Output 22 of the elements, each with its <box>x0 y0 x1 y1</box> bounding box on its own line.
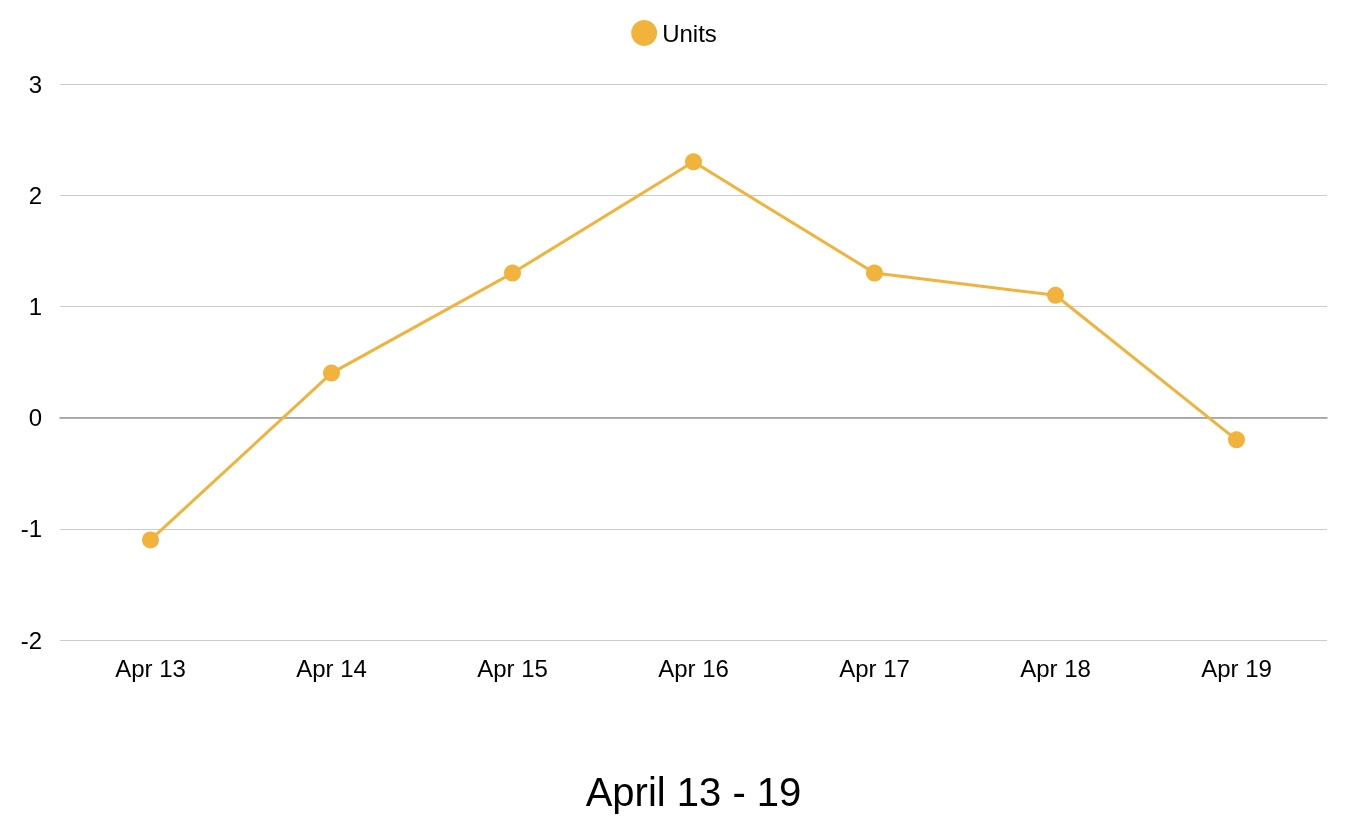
point <box>866 264 883 282</box>
y-tick-label: 1 <box>28 292 42 320</box>
x-tick-label: Apr 16 <box>658 654 729 682</box>
y-tick-label: 0 <box>28 404 42 432</box>
x-axis-title: April 13 - 19 <box>585 770 802 814</box>
y-tick-label: -1 <box>20 515 42 543</box>
x-tick-label: Apr 13 <box>115 654 186 682</box>
x-tick-label: Apr 17 <box>839 654 910 682</box>
y-tick-label: -2 <box>20 626 42 654</box>
y-tick-label: 2 <box>28 181 42 209</box>
point <box>142 531 159 549</box>
legend-label: Units <box>662 19 717 47</box>
point <box>1047 286 1064 304</box>
x-tick-label: Apr 14 <box>296 654 367 682</box>
point <box>323 364 340 382</box>
x-tick-label: Apr 18 <box>1020 654 1091 682</box>
x-tick-label: Apr 19 <box>1201 654 1272 682</box>
point <box>685 153 702 171</box>
point <box>1228 431 1245 449</box>
point <box>504 264 521 282</box>
x-tick-label: Apr 15 <box>477 654 548 682</box>
y-tick-label: 3 <box>28 70 42 98</box>
